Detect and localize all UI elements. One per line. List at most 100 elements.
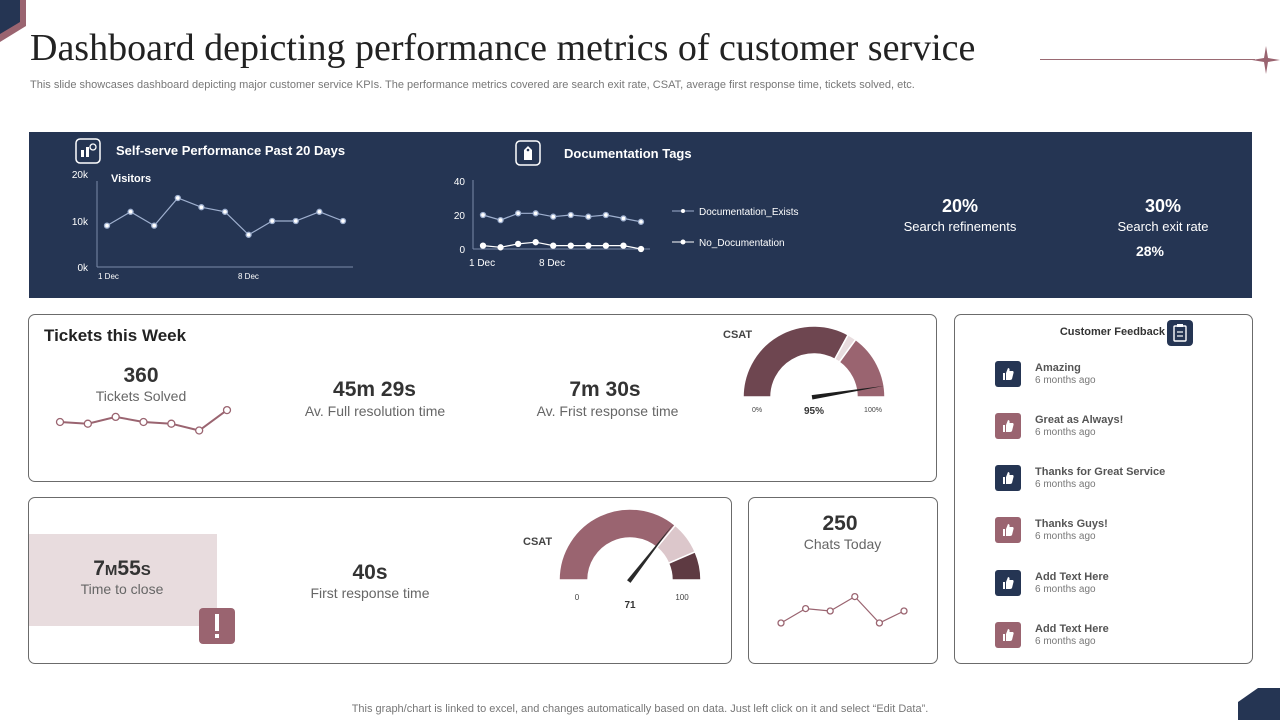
thumbs-up-icon	[995, 465, 1021, 491]
feedback-item-title: Amazing	[1035, 362, 1081, 374]
chats-label: Chats Today	[803, 536, 882, 552]
chats-value: 250	[822, 512, 858, 535]
search-exit-rate-extra: 28%	[1135, 243, 1165, 259]
legend-marker	[681, 209, 685, 213]
tickets-point	[167, 419, 176, 428]
x-tick-label: 8 Dec	[539, 258, 565, 269]
y-tick-label: 0k	[77, 263, 89, 274]
chats-point	[777, 619, 785, 627]
gauge-needle	[811, 385, 885, 400]
alert-icon	[199, 608, 235, 644]
tag-icon	[515, 140, 541, 166]
visitors-point	[127, 208, 134, 215]
no-doc-point	[514, 240, 522, 248]
search-exit-rate-label: Search exit rate	[1117, 219, 1209, 234]
tickets-point	[111, 412, 120, 422]
self-serve-chart: 20k 10k 0k Visitors 1 Dec 8 Dec	[72, 170, 353, 281]
visitors-point	[151, 222, 158, 229]
tickets-point	[83, 419, 92, 428]
feedback-item-title: Add Text Here	[1035, 571, 1109, 583]
y-tick-label: 20k	[72, 170, 89, 181]
first-response-avg-label: Av. Frist response time	[536, 403, 679, 419]
chats-point	[851, 592, 859, 601]
chats-sparkline	[777, 592, 908, 627]
tickets-point	[222, 405, 232, 415]
feedback-title: Customer Feedback	[1059, 326, 1165, 338]
feedback-item-time: 6 months ago	[1035, 531, 1096, 542]
csat-gauge-1: CSAT 0% 100% 95%	[723, 325, 886, 417]
time-to-close-value: 7m55s	[93, 557, 151, 580]
no-doc-point	[567, 242, 574, 249]
no-doc-point	[637, 245, 645, 253]
chats-point	[900, 607, 908, 615]
visitors-point	[292, 217, 299, 225]
tickets-title: Tickets this Week	[44, 326, 187, 345]
time-to-close-label: Time to close	[80, 581, 164, 597]
y-tick-label: 10k	[72, 217, 89, 228]
doc-tags-title: Documentation Tags	[564, 146, 692, 161]
thumbs-up-icon	[995, 413, 1021, 439]
chats-line	[780, 595, 905, 624]
clipboard-icon	[1167, 320, 1193, 346]
doc-exists-point	[637, 218, 645, 225]
chats-point	[826, 607, 834, 615]
footer-note: This graph/chart is linked to excel, and…	[351, 703, 929, 715]
first-response-avg-value: 7m 30s	[569, 378, 641, 401]
gauge-max-label: 100	[675, 593, 689, 602]
visitors-line	[106, 197, 344, 236]
thumbs-up-icon	[995, 622, 1021, 648]
visitors-point	[174, 194, 181, 202]
self-serve-title: Self-serve Performance Past 20 Days	[116, 143, 346, 158]
no-doc-point	[550, 242, 557, 249]
chats-point	[801, 604, 810, 613]
doc-exists-point	[497, 216, 504, 224]
y-tick-label: 40	[454, 177, 466, 188]
gauge-min-label: 0	[575, 593, 580, 602]
doc-exists-point	[585, 213, 592, 220]
corner-hex-decoration-bottom	[1238, 688, 1280, 720]
search-refinements-value: 20%	[941, 196, 979, 216]
thumbs-up-icon	[995, 517, 1021, 543]
no-doc-point	[532, 239, 539, 246]
feedback-item-title: Thanks Guys!	[1035, 518, 1108, 530]
no-doc-point	[479, 242, 487, 249]
gauge-title: CSAT	[523, 536, 552, 548]
search-exit-rate-value: 30%	[1144, 196, 1182, 216]
gauge-value-label: 95%	[804, 406, 824, 417]
feedback-item-title: Thanks for Great Service	[1035, 466, 1166, 478]
x-tick-label: 1 Dec	[469, 258, 495, 269]
gauge-min-label: 0%	[752, 407, 762, 414]
feedback-item-title: Great as Always!	[1035, 414, 1124, 426]
resolution-time-label: Av. Full resolution time	[304, 403, 446, 419]
feedback-item-time: 6 months ago	[1035, 375, 1096, 386]
no-doc-point	[602, 242, 610, 249]
gauge-segment	[838, 338, 886, 398]
series-label: Visitors	[111, 173, 151, 185]
no-doc-point	[620, 242, 627, 249]
no-doc-point	[497, 244, 504, 251]
doc-exists-point	[514, 210, 522, 217]
feedback-item-time: 6 months ago	[1035, 636, 1096, 647]
first-response-value: 40s	[352, 561, 388, 584]
dashboard-icon	[75, 138, 101, 164]
gauge-segment	[742, 325, 850, 398]
doc-exists-point	[479, 211, 487, 219]
resolution-time-value: 45m 29s	[333, 378, 416, 401]
tickets-sparkline	[55, 405, 232, 435]
csat-gauge-2: CSAT 0 100 71	[523, 508, 702, 611]
thumbs-up-icon	[995, 570, 1021, 596]
gauge-segment	[667, 550, 702, 581]
tickets-solved-value: 360	[123, 364, 159, 387]
tickets-solved-label: Tickets Solved	[95, 388, 187, 404]
search-refinements-label: Search refinements	[903, 219, 1017, 234]
legend-label: Documentation_Exists	[699, 207, 799, 218]
x-tick-label: 1 Dec	[98, 272, 119, 281]
doc-exists-point	[550, 213, 557, 220]
doc-exists-point	[620, 215, 627, 222]
y-tick-label: 0	[459, 245, 465, 256]
title-underline	[1040, 59, 1255, 60]
doc-exists-point	[602, 211, 610, 219]
doc-tags-chart: 40 20 0 1 Dec 8 Dec Documentation_Exists…	[454, 177, 799, 269]
gauge-max-label: 100%	[864, 407, 882, 414]
doc-exists-point	[567, 211, 574, 219]
